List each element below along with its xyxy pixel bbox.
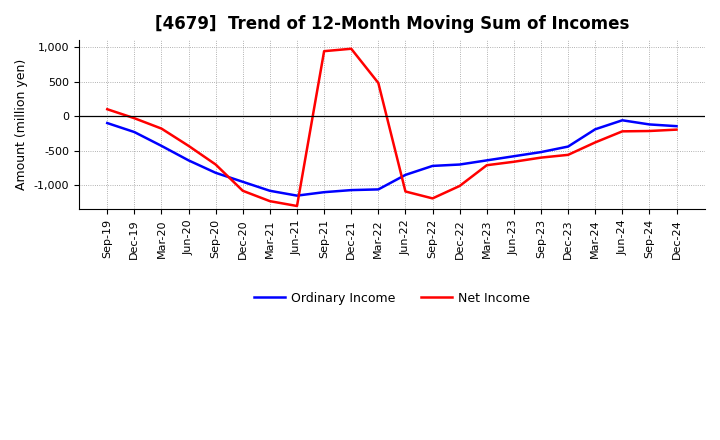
Ordinary Income xyxy=(482,158,491,163)
Net Income xyxy=(564,152,572,158)
Net Income xyxy=(293,203,302,209)
Ordinary Income xyxy=(293,193,302,198)
Line: Ordinary Income: Ordinary Income xyxy=(107,120,677,196)
Ordinary Income xyxy=(564,144,572,149)
Ordinary Income xyxy=(536,150,545,155)
Net Income xyxy=(618,129,626,134)
Ordinary Income xyxy=(130,129,139,135)
Net Income xyxy=(130,116,139,121)
Net Income xyxy=(320,48,328,54)
Ordinary Income xyxy=(591,127,600,132)
Ordinary Income xyxy=(266,188,274,194)
Ordinary Income xyxy=(320,190,328,195)
Ordinary Income xyxy=(157,143,166,149)
Net Income xyxy=(482,162,491,168)
Net Income xyxy=(401,189,410,194)
Ordinary Income xyxy=(645,122,654,127)
Ordinary Income xyxy=(103,121,112,126)
Ordinary Income xyxy=(184,158,193,163)
Net Income xyxy=(455,183,464,189)
Net Income xyxy=(103,106,112,112)
Ordinary Income xyxy=(510,154,518,159)
Net Income xyxy=(374,81,382,86)
Net Income xyxy=(428,196,437,201)
Net Income xyxy=(184,143,193,149)
Ordinary Income xyxy=(401,172,410,177)
Net Income xyxy=(591,140,600,145)
Ordinary Income xyxy=(347,187,356,193)
Net Income xyxy=(672,127,681,132)
Net Income xyxy=(645,128,654,134)
Ordinary Income xyxy=(374,187,382,192)
Net Income xyxy=(212,162,220,167)
Net Income xyxy=(238,188,247,194)
Net Income xyxy=(536,155,545,160)
Ordinary Income xyxy=(455,162,464,167)
Legend: Ordinary Income, Net Income: Ordinary Income, Net Income xyxy=(248,287,535,310)
Line: Net Income: Net Income xyxy=(107,49,677,206)
Ordinary Income xyxy=(212,170,220,176)
Net Income xyxy=(266,198,274,204)
Ordinary Income xyxy=(428,163,437,169)
Ordinary Income xyxy=(238,179,247,184)
Y-axis label: Amount (million yen): Amount (million yen) xyxy=(15,59,28,191)
Title: [4679]  Trend of 12-Month Moving Sum of Incomes: [4679] Trend of 12-Month Moving Sum of I… xyxy=(155,15,629,33)
Ordinary Income xyxy=(618,117,626,123)
Net Income xyxy=(347,46,356,51)
Net Income xyxy=(157,126,166,131)
Ordinary Income xyxy=(672,124,681,129)
Net Income xyxy=(510,159,518,165)
